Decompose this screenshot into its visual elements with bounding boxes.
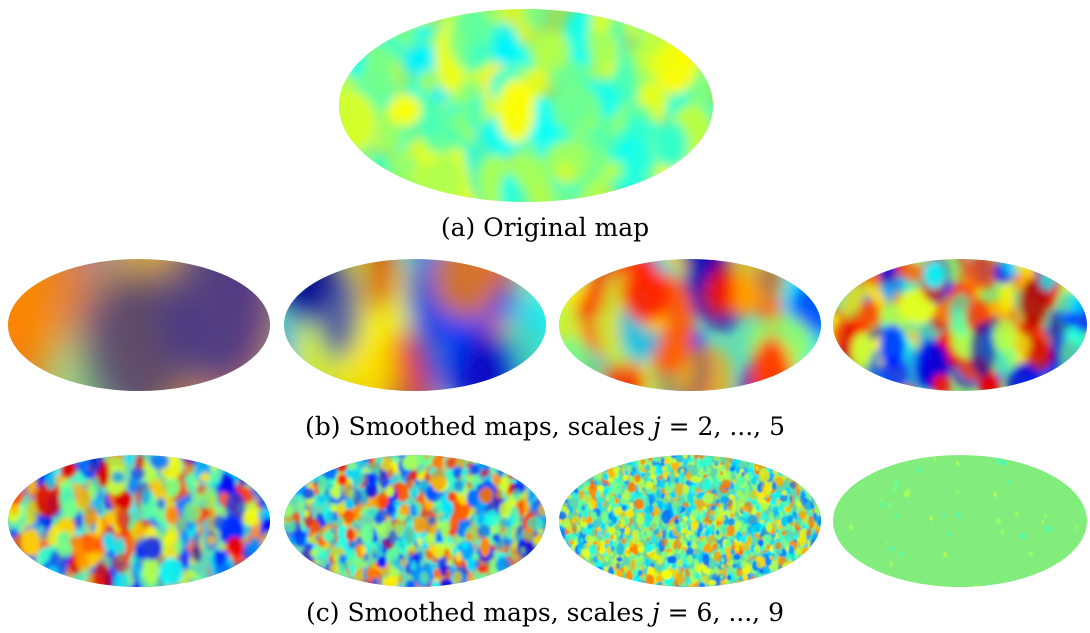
caption-original-map: (a) Original map bbox=[440, 213, 650, 242]
smoothed-map-scale-2 bbox=[8, 259, 270, 391]
caption-range: = 6, ..., 9 bbox=[659, 598, 784, 627]
caption-variable: j bbox=[652, 412, 661, 441]
original-map bbox=[339, 9, 713, 202]
smoothed-map-scale-9 bbox=[833, 455, 1087, 587]
caption-range: = 2, ..., 5 bbox=[660, 412, 785, 441]
map-field bbox=[559, 259, 821, 391]
map-field bbox=[284, 455, 546, 587]
caption-prefix: (c) Smoothed maps, scales bbox=[306, 598, 652, 627]
map-field bbox=[8, 455, 270, 587]
map-field bbox=[284, 259, 546, 391]
smoothed-map-scale-5 bbox=[833, 259, 1087, 391]
caption-smoothed-maps-6-9: (c) Smoothed maps, scales j = 6, ..., 9 bbox=[0, 598, 1090, 628]
map-field bbox=[833, 259, 1087, 391]
smoothed-map-scale-3 bbox=[284, 259, 546, 391]
smoothed-map-scale-8 bbox=[559, 455, 821, 587]
smoothed-map-scale-7 bbox=[284, 455, 546, 587]
map-field bbox=[833, 455, 1087, 587]
map-field bbox=[339, 9, 713, 202]
caption-prefix: (b) Smoothed maps, scales bbox=[305, 412, 653, 441]
map-field bbox=[8, 259, 270, 391]
map-field bbox=[559, 455, 821, 587]
smoothed-map-scale-4 bbox=[559, 259, 821, 391]
caption-smoothed-maps-2-5: (b) Smoothed maps, scales j = 2, ..., 5 bbox=[0, 412, 1090, 442]
smoothed-map-scale-6 bbox=[8, 455, 270, 587]
caption-variable: j bbox=[651, 598, 660, 627]
